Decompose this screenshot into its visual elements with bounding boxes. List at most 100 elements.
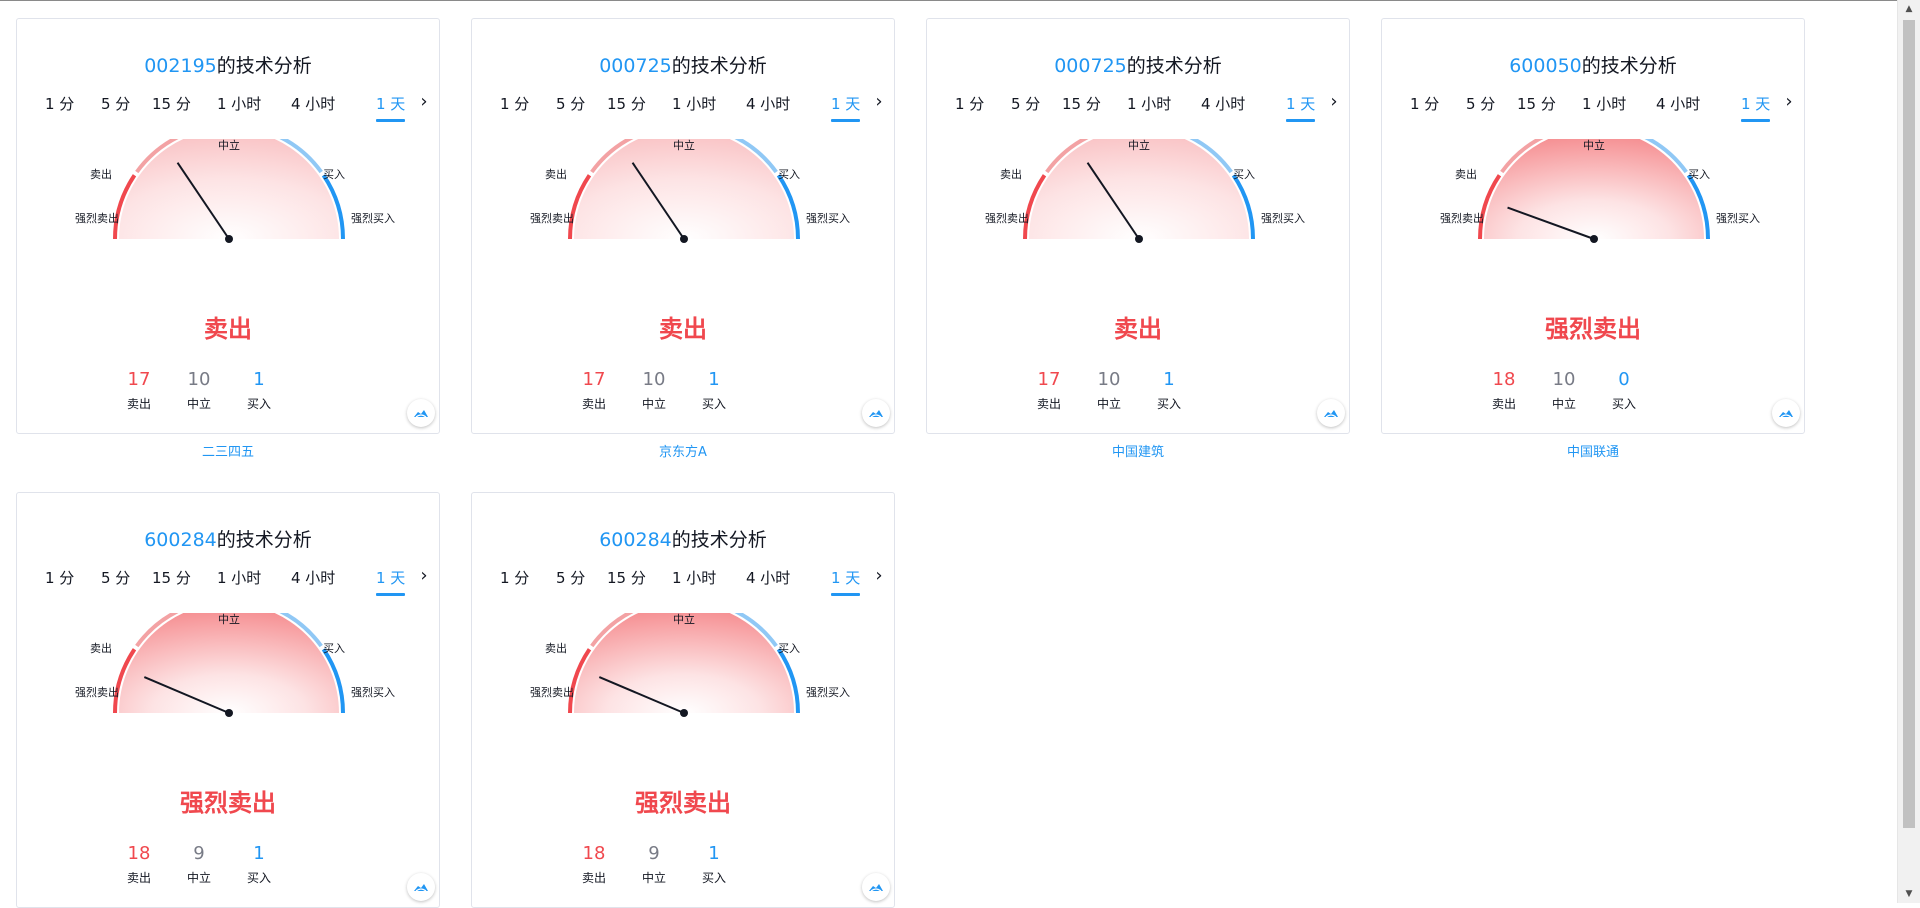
- gauge-label-strong-sell: 强烈卖出: [75, 685, 119, 699]
- interval-tab[interactable]: 1 分: [500, 95, 530, 113]
- count-label: 卖出: [581, 871, 606, 885]
- count-label: 买入: [701, 871, 726, 885]
- interval-tab[interactable]: 4 小时: [1656, 95, 1701, 113]
- vertical-scrollbar[interactable]: ▲ ▼: [1897, 0, 1920, 903]
- chevron-right-icon[interactable]: ›: [1330, 91, 1338, 112]
- gauge-needle-hub: [225, 235, 233, 243]
- gauge-label-strong-buy: 强烈买入: [351, 685, 395, 699]
- interval-tab[interactable]: 4 小时: [746, 95, 791, 113]
- interval-tab[interactable]: 4 小时: [291, 95, 336, 113]
- interval-tab[interactable]: 1 天: [376, 565, 406, 596]
- title-suffix: 的技术分析: [1581, 55, 1677, 77]
- scroll-thumb[interactable]: [1903, 20, 1915, 828]
- interval-tab[interactable]: 5 分: [101, 569, 131, 587]
- interval-tabs: 1 分 5 分 15 分 1 小时 4 小时 1 天 ›: [25, 91, 433, 127]
- interval-tab[interactable]: 1 小时: [217, 95, 262, 113]
- interval-tab[interactable]: 5 分: [556, 95, 586, 113]
- stock-name-link[interactable]: 中国建筑: [1111, 445, 1164, 460]
- interval-tab[interactable]: 1 小时: [672, 95, 717, 113]
- interval-tab[interactable]: 1 小时: [217, 569, 262, 587]
- interval-tab[interactable]: 5 分: [1466, 95, 1496, 113]
- count-label: 买入: [246, 871, 271, 885]
- count-label: 买入: [246, 397, 271, 411]
- gauge-segment-sell: [135, 139, 179, 174]
- interval-tab[interactable]: 4 小时: [291, 569, 336, 587]
- interval-tab[interactable]: 5 分: [556, 569, 586, 587]
- gauge-needle-hub: [680, 709, 688, 717]
- interval-tab[interactable]: 4 小时: [746, 569, 791, 587]
- interval-tab[interactable]: 1 天: [1741, 91, 1771, 122]
- signal-counts: 18 卖出 9 中立 1 买入: [472, 843, 894, 893]
- interval-tab[interactable]: 1 分: [45, 569, 75, 587]
- interval-tab[interactable]: 15 分: [152, 95, 191, 113]
- interval-tab[interactable]: 1 分: [45, 95, 75, 113]
- interval-tab[interactable]: 4 小时: [1201, 95, 1246, 113]
- interval-tab[interactable]: 1 小时: [1582, 95, 1627, 113]
- interval-tab[interactable]: 1 天: [376, 91, 406, 122]
- interval-tab[interactable]: 1 分: [1410, 95, 1440, 113]
- title-suffix: 的技术分析: [216, 529, 312, 551]
- count-value: 10: [642, 369, 666, 390]
- interval-tab[interactable]: 15 分: [1062, 95, 1101, 113]
- stock-code-link[interactable]: 600284: [144, 529, 217, 551]
- chevron-right-icon[interactable]: ›: [420, 91, 428, 112]
- interval-tab[interactable]: 5 分: [101, 95, 131, 113]
- count-buy: 1 买入: [684, 369, 744, 412]
- gauge-needle-hub: [225, 709, 233, 717]
- tradingview-logo-icon[interactable]: [1317, 399, 1345, 427]
- stock-code-link[interactable]: 600284: [599, 529, 672, 551]
- tradingview-logo-icon[interactable]: [862, 873, 890, 901]
- count-sell: 18 卖出: [1474, 369, 1534, 412]
- chevron-right-icon[interactable]: ›: [875, 91, 883, 112]
- stock-code-link[interactable]: 000725: [1054, 55, 1127, 77]
- tradingview-logo-icon[interactable]: [407, 873, 435, 901]
- interval-tab[interactable]: 15 分: [152, 569, 191, 587]
- stock-code-link[interactable]: 000725: [599, 55, 672, 77]
- stock-name-link[interactable]: 二三四五: [201, 445, 254, 460]
- chevron-right-icon[interactable]: ›: [875, 565, 883, 586]
- interval-tab[interactable]: 15 分: [607, 95, 646, 113]
- tradingview-logo-icon[interactable]: [407, 399, 435, 427]
- count-neutral: 10 中立: [624, 369, 684, 412]
- interval-tab[interactable]: 15 分: [607, 569, 646, 587]
- count-label: 中立: [186, 397, 211, 411]
- interval-tab[interactable]: 1 天: [1286, 91, 1316, 122]
- gauge-needle-hub: [1590, 235, 1598, 243]
- stock-code-link[interactable]: 002195: [144, 55, 217, 77]
- stock-code-link[interactable]: 600050: [1509, 55, 1582, 77]
- interval-tab[interactable]: 1 小时: [672, 569, 717, 587]
- gauge-label-buy: 买入: [1688, 168, 1710, 181]
- interval-tab[interactable]: 1 小时: [1127, 95, 1172, 113]
- scroll-down-arrow-icon[interactable]: ▼: [1905, 889, 1913, 899]
- gauge-label-sell: 卖出: [545, 641, 567, 655]
- interval-tab[interactable]: 15 分: [1517, 95, 1556, 113]
- verdict-label: 卖出: [659, 315, 707, 343]
- interval-tab[interactable]: 1 分: [955, 95, 985, 113]
- chevron-right-icon[interactable]: ›: [420, 565, 428, 586]
- count-value: 17: [1037, 369, 1061, 390]
- signal-counts: 17 卖出 10 中立 1 买入: [17, 369, 439, 419]
- tradingview-logo-icon[interactable]: [1772, 399, 1800, 427]
- interval-tab[interactable]: 1 分: [500, 569, 530, 587]
- gauge-segment-strong-sell: [1023, 174, 1047, 240]
- verdict-label: 卖出: [1114, 315, 1162, 343]
- title-suffix: 的技术分析: [671, 55, 767, 77]
- chevron-right-icon[interactable]: ›: [1785, 91, 1793, 112]
- stock-name-link[interactable]: 京东方A: [659, 445, 707, 460]
- tradingview-logo-icon[interactable]: [862, 399, 890, 427]
- count-value: 17: [582, 369, 606, 390]
- count-buy: 1 买入: [1139, 369, 1199, 412]
- interval-tab[interactable]: 5 分: [1011, 95, 1041, 113]
- count-value: 1: [708, 843, 720, 864]
- scroll-up-arrow-icon[interactable]: ▲: [1905, 4, 1913, 14]
- widget-title: 000725的技术分析: [472, 51, 894, 78]
- interval-tab[interactable]: 1 天: [831, 91, 861, 122]
- gauge-segment-buy: [279, 139, 323, 174]
- count-value: 1: [1163, 369, 1175, 390]
- stock-name-link[interactable]: 中国联通: [1566, 445, 1619, 460]
- interval-tab[interactable]: 1 天: [831, 565, 861, 596]
- count-sell: 17 卖出: [564, 369, 624, 412]
